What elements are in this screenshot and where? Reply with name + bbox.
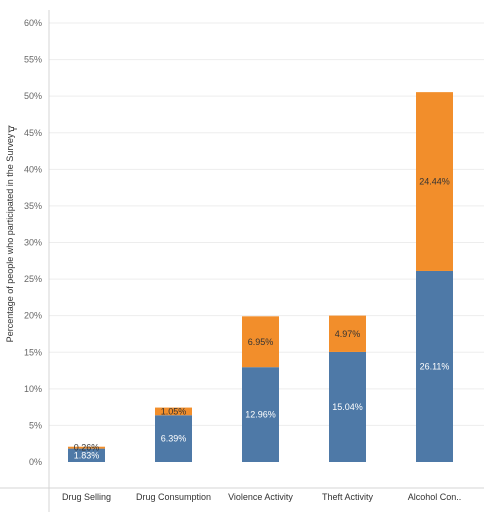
bar-drug-consumption-seg-0 <box>155 415 192 462</box>
bars <box>68 92 453 462</box>
bar-alcohol-con-seg-1 <box>416 92 453 271</box>
y-tick-label: 40% <box>24 164 42 174</box>
x-category-label: Alcohol Con.. <box>408 492 462 502</box>
bar-violence-activity-seg-0 <box>242 367 279 462</box>
bar-theft-activity-seg-0 <box>329 351 366 462</box>
y-tick-label: 0% <box>29 457 42 467</box>
y-tick-label: 50% <box>24 91 42 101</box>
x-category-label: Drug Selling <box>62 492 111 502</box>
data-label: 12.96% <box>245 410 276 420</box>
data-label: 15.04% <box>332 402 363 412</box>
y-tick-label: 20% <box>24 311 42 321</box>
y-tick-label: 35% <box>24 201 42 211</box>
x-category-label: Theft Activity <box>322 492 374 502</box>
pin-icon[interactable] <box>8 125 17 133</box>
y-tick-label: 45% <box>24 128 42 138</box>
data-label: 1.05% <box>161 406 187 416</box>
data-label: 4.97% <box>335 329 361 339</box>
y-tick-label: 60% <box>24 18 42 28</box>
data-label: 24.44% <box>419 177 450 187</box>
y-axis-title-group: Percentage of people who participated in… <box>5 133 15 342</box>
y-tick-label: 10% <box>24 384 42 394</box>
data-label: 1.83% <box>74 450 100 460</box>
data-label: 6.39% <box>161 434 187 444</box>
data-label: 6.95% <box>248 337 274 347</box>
data-label: 0.26% <box>74 443 100 453</box>
y-axis-ticks: 0% 5% 10% 15% 20% 25% 30% 35% 40% 45% 50% 55% 60% <box>24 18 42 467</box>
bar-alcohol-con-seg-0 <box>416 270 453 462</box>
bar-drug-selling-seg-1 <box>68 446 105 449</box>
x-category-label: Drug Consumption <box>136 492 211 502</box>
y-tick-label: 55% <box>24 55 42 65</box>
bar-theft-activity-seg-1 <box>329 315 366 352</box>
data-labels: 1.83%0.26% 6.39% 1.05% 12.96% 6.95% 15.04% 4.9… <box>74 177 450 461</box>
gridlines <box>49 22 484 426</box>
y-tick-label: 25% <box>24 274 42 284</box>
y-tick-label: 15% <box>24 347 42 357</box>
bar-violence-activity-seg-1 <box>242 316 279 368</box>
x-category-label: Violence Activity <box>228 492 293 502</box>
y-axis-title: Percentage of people who participated in… <box>5 133 15 342</box>
bar-drug-consumption-seg-1 <box>155 407 192 416</box>
y-tick-label: 30% <box>24 238 42 248</box>
y-tick-label: 5% <box>29 420 42 430</box>
x-axis-categories: Drug Selling Drug Consumption Violence Act… <box>62 492 461 502</box>
data-label: 26.11% <box>420 361 450 371</box>
bar-drug-selling-seg-0 <box>68 448 105 462</box>
